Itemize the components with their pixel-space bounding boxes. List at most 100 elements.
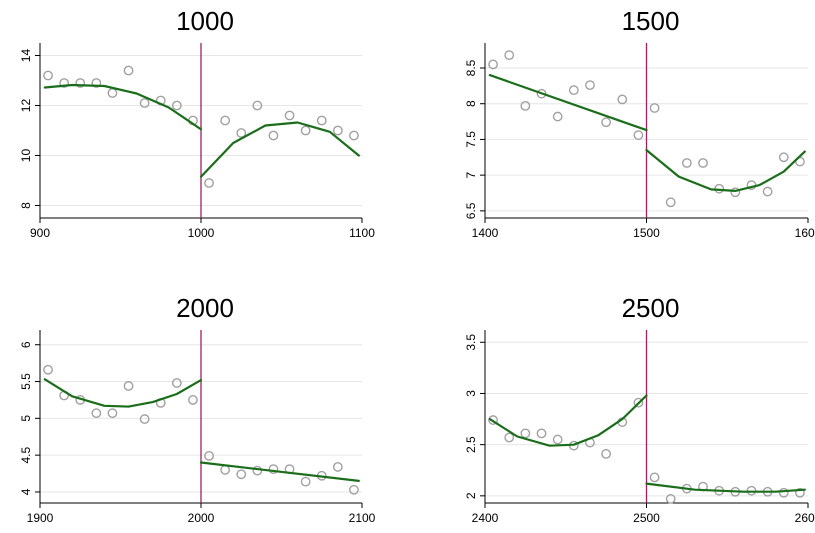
fit-line-right bbox=[645, 149, 806, 192]
data-point bbox=[649, 103, 660, 113]
data-point bbox=[552, 111, 563, 122]
data-point bbox=[762, 186, 773, 197]
y-tick-label: 5 bbox=[19, 415, 33, 422]
fit-line-left bbox=[488, 74, 648, 132]
y-tick-label: 2.5 bbox=[464, 436, 478, 453]
y-tick-label: 7.5 bbox=[464, 131, 478, 148]
data-point bbox=[633, 130, 644, 141]
y-tick-label: 6 bbox=[19, 341, 33, 348]
chart-title: 1500 bbox=[622, 6, 680, 36]
data-point bbox=[504, 432, 515, 443]
data-point bbox=[188, 395, 198, 405]
data-point bbox=[778, 152, 789, 163]
data-point bbox=[236, 128, 247, 138]
x-tick-label: 2100 bbox=[349, 511, 376, 525]
chart-panel-4: 2500 2 2.5 3 3.5 2400 2500 2600 bbox=[464, 293, 815, 525]
data-point bbox=[332, 462, 343, 472]
chart-title: 2500 bbox=[622, 293, 680, 323]
data-point bbox=[204, 178, 214, 188]
chart-panel-2: 1500 6.5 7 7.5 8 8.5 1400 1500 1600 bbox=[464, 6, 815, 240]
data-point bbox=[300, 476, 311, 487]
data-point bbox=[698, 158, 708, 168]
data-point bbox=[123, 381, 134, 391]
data-point bbox=[730, 187, 741, 198]
x-tick-label: 2600 bbox=[795, 511, 815, 525]
data-point bbox=[520, 428, 531, 439]
data-point bbox=[171, 100, 182, 111]
x-tick-label: 1400 bbox=[472, 226, 499, 240]
data-point bbox=[649, 472, 660, 483]
y-tick-label: 3.5 bbox=[464, 334, 478, 351]
x-tick-label: 1000 bbox=[188, 226, 215, 240]
data-point bbox=[139, 98, 150, 108]
x-tick-label: 2400 bbox=[472, 511, 499, 525]
data-point bbox=[268, 464, 279, 475]
y-tick-label: 2 bbox=[464, 492, 478, 499]
y-tick-label: 4 bbox=[19, 488, 33, 495]
chart-panel-3: 2000 4 4.5 5 5.5 6 1900 2000 2100 bbox=[19, 293, 376, 525]
x-tick-label: 1500 bbox=[633, 226, 660, 240]
x-tick-label: 2000 bbox=[188, 511, 215, 525]
y-tick-label: 12 bbox=[19, 99, 33, 113]
data-point bbox=[252, 100, 263, 111]
data-point bbox=[488, 59, 498, 70]
data-point bbox=[220, 464, 231, 475]
data-point bbox=[171, 378, 182, 388]
data-point bbox=[568, 85, 579, 96]
y-tick-label: 5.5 bbox=[19, 373, 33, 390]
data-point bbox=[585, 80, 595, 91]
chart-panel-1: 1000 8 10 12 14 900 1000 1100 bbox=[19, 6, 375, 240]
data-point bbox=[488, 415, 498, 425]
data-point bbox=[665, 197, 676, 208]
y-tick-label: 8 bbox=[464, 100, 478, 107]
data-point bbox=[332, 125, 343, 136]
fit-line-left bbox=[43, 83, 203, 131]
chart-title: 2000 bbox=[176, 293, 234, 323]
fit-line-left bbox=[488, 394, 648, 447]
data-point bbox=[220, 115, 231, 126]
data-point bbox=[665, 494, 676, 504]
data-point bbox=[284, 110, 295, 121]
y-tick-label: 7 bbox=[464, 171, 478, 178]
fit-line-right bbox=[199, 121, 360, 178]
y-tick-label: 3 bbox=[464, 390, 478, 397]
data-point bbox=[43, 364, 53, 375]
data-point bbox=[349, 484, 359, 495]
data-point bbox=[520, 100, 531, 111]
x-tick-label: 900 bbox=[30, 226, 50, 240]
data-point bbox=[617, 94, 628, 105]
data-point bbox=[268, 130, 279, 141]
data-point bbox=[300, 125, 311, 136]
x-tick-label: 1900 bbox=[27, 511, 54, 525]
data-point bbox=[504, 50, 515, 61]
data-point bbox=[316, 115, 327, 126]
x-tick-label: 1100 bbox=[349, 226, 375, 240]
data-point bbox=[139, 414, 150, 424]
y-tick-label: 14 bbox=[19, 49, 33, 63]
y-tick-label: 8.5 bbox=[464, 59, 478, 76]
data-point bbox=[536, 428, 547, 439]
fit-line-right bbox=[645, 482, 806, 493]
data-point bbox=[552, 434, 563, 445]
data-point bbox=[59, 78, 70, 88]
data-point bbox=[123, 65, 134, 76]
data-point bbox=[43, 70, 53, 81]
chart-title: 1000 bbox=[176, 6, 234, 36]
y-tick-label: 10 bbox=[19, 149, 33, 163]
data-point bbox=[91, 78, 102, 88]
y-tick-label: 6.5 bbox=[464, 202, 478, 219]
data-point bbox=[795, 487, 805, 498]
data-point bbox=[601, 448, 612, 459]
data-point bbox=[204, 450, 214, 461]
data-point bbox=[778, 487, 789, 498]
data-point bbox=[91, 408, 102, 419]
data-point bbox=[681, 158, 692, 168]
x-tick-label: 1600 bbox=[795, 226, 815, 240]
fit-line-left bbox=[43, 378, 203, 408]
fit-line-right bbox=[199, 461, 360, 482]
y-tick-label: 8 bbox=[19, 202, 33, 209]
data-point bbox=[107, 88, 118, 98]
data-point bbox=[633, 397, 644, 408]
data-point bbox=[75, 78, 86, 88]
